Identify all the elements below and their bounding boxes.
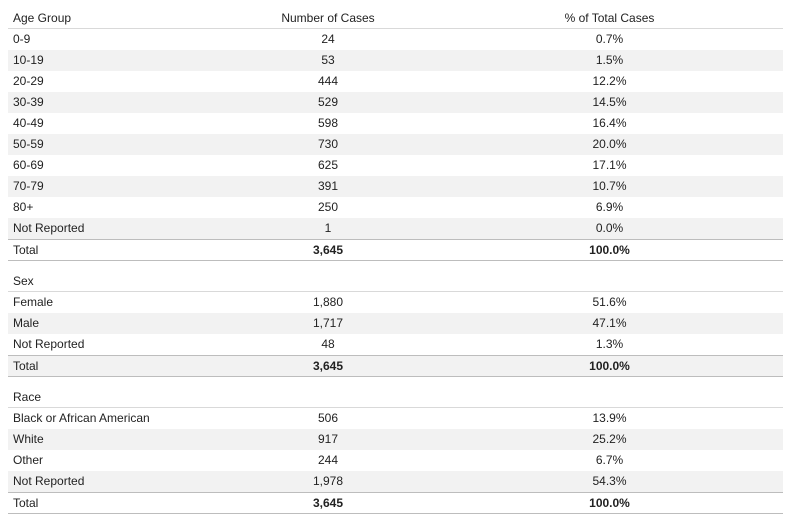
row-cases: 244 xyxy=(317,453,339,467)
sex-section: Sex Female 1,880 51.6% Male 1,717 47.1% … xyxy=(8,271,783,377)
row-cases: 391 xyxy=(317,179,339,193)
row-cases: 250 xyxy=(317,200,339,214)
column-header-percent: % of Total Cases xyxy=(564,11,655,25)
row-label: 50-59 xyxy=(13,137,44,151)
row-percent: 20.0% xyxy=(592,137,627,151)
row-percent: 1.3% xyxy=(595,337,624,351)
race-section: Race Black or African American 506 13.9%… xyxy=(8,387,783,514)
row-percent: 14.5% xyxy=(592,95,627,109)
table-row: Not Reported 1,978 54.3% xyxy=(8,471,783,492)
row-percent: 17.1% xyxy=(592,158,627,172)
row-cases: 506 xyxy=(317,411,339,425)
row-percent: 6.9% xyxy=(595,200,624,214)
row-label: 60-69 xyxy=(13,158,44,172)
section-header: Sex xyxy=(8,271,783,292)
total-label: Total xyxy=(13,243,39,257)
row-label: Not Reported xyxy=(13,221,85,235)
row-percent: 0.7% xyxy=(595,32,624,46)
demographics-table: Age Group Number of Cases % of Total Cas… xyxy=(8,8,783,514)
section-title: Race xyxy=(13,390,42,404)
row-label: Other xyxy=(13,453,44,467)
row-percent: 54.3% xyxy=(592,474,627,488)
row-percent: 47.1% xyxy=(592,316,627,330)
row-cases: 730 xyxy=(317,137,339,151)
row-percent: 13.9% xyxy=(592,411,627,425)
row-cases: 24 xyxy=(321,32,335,46)
row-cases: 48 xyxy=(321,337,335,351)
total-cases: 3,645 xyxy=(312,243,344,257)
row-label: Male xyxy=(13,316,40,330)
row-label: Black or African American xyxy=(13,411,150,425)
table-row: Not Reported 48 1.3% xyxy=(8,334,783,355)
table-row: Other 244 6.7% xyxy=(8,450,783,471)
row-label: 10-19 xyxy=(13,53,44,67)
row-cases: 1,717 xyxy=(312,316,344,330)
row-label: 0-9 xyxy=(13,32,31,46)
section-title: Sex xyxy=(13,274,34,288)
table-row: 50-59 730 20.0% xyxy=(8,134,783,155)
row-label: 80+ xyxy=(13,200,34,214)
row-percent: 6.7% xyxy=(595,453,624,467)
row-cases: 598 xyxy=(317,116,339,130)
row-cases: 625 xyxy=(317,158,339,172)
row-cases: 1 xyxy=(324,221,332,235)
row-label: 30-39 xyxy=(13,95,44,109)
row-cases: 53 xyxy=(321,53,335,67)
total-cases: 3,645 xyxy=(312,359,344,373)
column-header-cases: Number of Cases xyxy=(281,11,375,25)
row-cases: 529 xyxy=(317,95,339,109)
total-row: Total 3,645 100.0% xyxy=(8,355,783,377)
row-label: 70-79 xyxy=(13,179,44,193)
row-label: 20-29 xyxy=(13,74,44,88)
total-percent: 100.0% xyxy=(589,359,630,373)
total-percent: 100.0% xyxy=(589,243,630,257)
row-percent: 51.6% xyxy=(592,295,627,309)
row-percent: 10.7% xyxy=(592,179,627,193)
row-cases: 917 xyxy=(317,432,339,446)
table-row: 80+ 250 6.9% xyxy=(8,197,783,218)
row-cases: 1,978 xyxy=(312,474,344,488)
total-cases: 3,645 xyxy=(312,496,344,510)
table-row: 30-39 529 14.5% xyxy=(8,92,783,113)
table-row: 20-29 444 12.2% xyxy=(8,71,783,92)
table-row: 0-9 24 0.7% xyxy=(8,29,783,50)
table-row: Black or African American 506 13.9% xyxy=(8,408,783,429)
column-header-group: Age Group xyxy=(13,11,72,25)
total-row: Total 3,645 100.0% xyxy=(8,239,783,261)
total-label: Total xyxy=(13,496,39,510)
table-row: Not Reported 1 0.0% xyxy=(8,218,783,239)
row-percent: 16.4% xyxy=(592,116,627,130)
row-cases: 1,880 xyxy=(312,295,344,309)
table-row: 60-69 625 17.1% xyxy=(8,155,783,176)
table-row: Male 1,717 47.1% xyxy=(8,313,783,334)
row-percent: 12.2% xyxy=(592,74,627,88)
section-header: Race xyxy=(8,387,783,408)
total-percent: 100.0% xyxy=(589,496,630,510)
row-label: Not Reported xyxy=(13,474,85,488)
table-row: Female 1,880 51.6% xyxy=(8,292,783,313)
row-label: Not Reported xyxy=(13,337,85,351)
row-label: White xyxy=(13,432,44,446)
row-percent: 25.2% xyxy=(592,432,627,446)
row-label: 40-49 xyxy=(13,116,44,130)
row-label: Female xyxy=(13,295,54,309)
table-header: Age Group Number of Cases % of Total Cas… xyxy=(8,8,783,29)
row-percent: 1.5% xyxy=(595,53,624,67)
table-row: 70-79 391 10.7% xyxy=(8,176,783,197)
total-row: Total 3,645 100.0% xyxy=(8,492,783,514)
table-row: 10-19 53 1.5% xyxy=(8,50,783,71)
table-row: White 917 25.2% xyxy=(8,429,783,450)
row-percent: 0.0% xyxy=(595,221,624,235)
age-section: 0-9 24 0.7% 10-19 53 1.5% 20-29 444 12.2… xyxy=(8,29,783,261)
row-cases: 444 xyxy=(317,74,339,88)
total-label: Total xyxy=(13,359,39,373)
table-row: 40-49 598 16.4% xyxy=(8,113,783,134)
